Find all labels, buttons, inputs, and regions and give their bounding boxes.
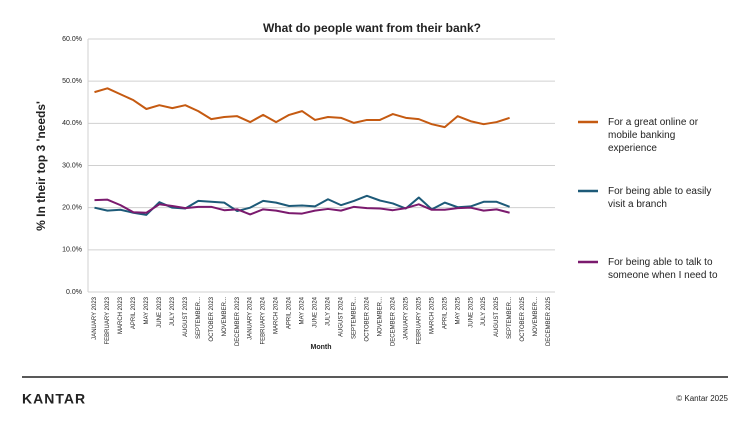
x-tick-label: JUNE 2024 xyxy=(313,296,319,327)
legend-label: For a great online or mobile banking exp… xyxy=(608,117,699,154)
legend-label: For being able to talk to someone when I… xyxy=(608,257,718,281)
y-tick-label: 20.0% xyxy=(62,205,82,212)
x-tick-label: JANUARY 2024 xyxy=(248,296,254,339)
x-tick-label: MARCH 2024 xyxy=(274,296,280,334)
x-tick-label: SEPTEMBER... xyxy=(507,297,513,339)
series-line xyxy=(94,87,510,129)
x-tick-label: OCTOBER 2024 xyxy=(364,296,370,341)
x-tick-label: MARCH 2023 xyxy=(118,296,124,334)
x-tick-label: OCTOBER 2023 xyxy=(209,296,215,341)
copyright: © Kantar 2025 xyxy=(676,394,728,403)
x-tick-label: JANUARY 2025 xyxy=(403,296,409,339)
x-tick-label: APRIL 2023 xyxy=(131,296,137,329)
x-tick-label: SEPTEMBER... xyxy=(196,297,202,339)
logo: KANTAR xyxy=(22,391,86,407)
x-tick-label: AUGUST 2024 xyxy=(339,296,345,337)
y-tick-label: 30.0% xyxy=(62,162,82,169)
x-tick-label: JANUARY 2023 xyxy=(92,296,98,339)
x-tick-label: MAY 2025 xyxy=(455,296,461,324)
series-line xyxy=(94,198,510,216)
x-tick-label: MAY 2023 xyxy=(144,296,150,324)
x-tick-label: DECEMBER 2023 xyxy=(235,296,241,346)
x-tick-label: JULY 2023 xyxy=(170,296,176,326)
x-axis-title: Month xyxy=(311,344,332,351)
x-tick-label: JULY 2025 xyxy=(481,296,487,326)
x-tick-label: FEBRUARY 2025 xyxy=(416,296,422,344)
x-tick-label: NOVEMBER... xyxy=(222,297,228,337)
x-tick-label: JUNE 2025 xyxy=(468,296,474,327)
x-tick-label: SEPTEMBER... xyxy=(352,297,358,339)
y-tick-label: 60.0% xyxy=(62,36,82,43)
y-axis-title: % In their top 3 'needs' xyxy=(34,101,48,231)
x-tick-label: NOVEMBER... xyxy=(377,297,383,337)
x-tick-label: JUNE 2023 xyxy=(157,296,163,327)
x-tick-label: APRIL 2024 xyxy=(287,296,293,329)
x-tick-label: AUGUST 2025 xyxy=(494,296,500,337)
x-tick-label: NOVEMBER... xyxy=(533,297,539,337)
x-tick-label: OCTOBER 2025 xyxy=(520,296,526,341)
y-tick-label: 10.0% xyxy=(62,247,82,254)
x-tick-label: DECEMBER 2024 xyxy=(390,296,396,346)
x-tick-label: JULY 2024 xyxy=(326,296,332,326)
x-tick-label: APRIL 2025 xyxy=(442,296,448,329)
legend-label: For being able to easily visit a branch xyxy=(608,186,712,210)
y-tick-label: 0.0% xyxy=(66,289,82,296)
x-tick-label: DECEMBER 2025 xyxy=(546,296,552,346)
y-tick-label: 40.0% xyxy=(62,120,82,127)
x-tick-label: AUGUST 2023 xyxy=(183,296,189,337)
x-tick-label: FEBRUARY 2023 xyxy=(105,296,111,344)
y-tick-label: 50.0% xyxy=(62,78,82,85)
x-tick-label: MARCH 2025 xyxy=(429,296,435,334)
chart-title: What do people want from their bank? xyxy=(263,21,481,35)
x-tick-label: FEBRUARY 2024 xyxy=(261,296,267,344)
x-tick-label: MAY 2024 xyxy=(300,296,306,324)
